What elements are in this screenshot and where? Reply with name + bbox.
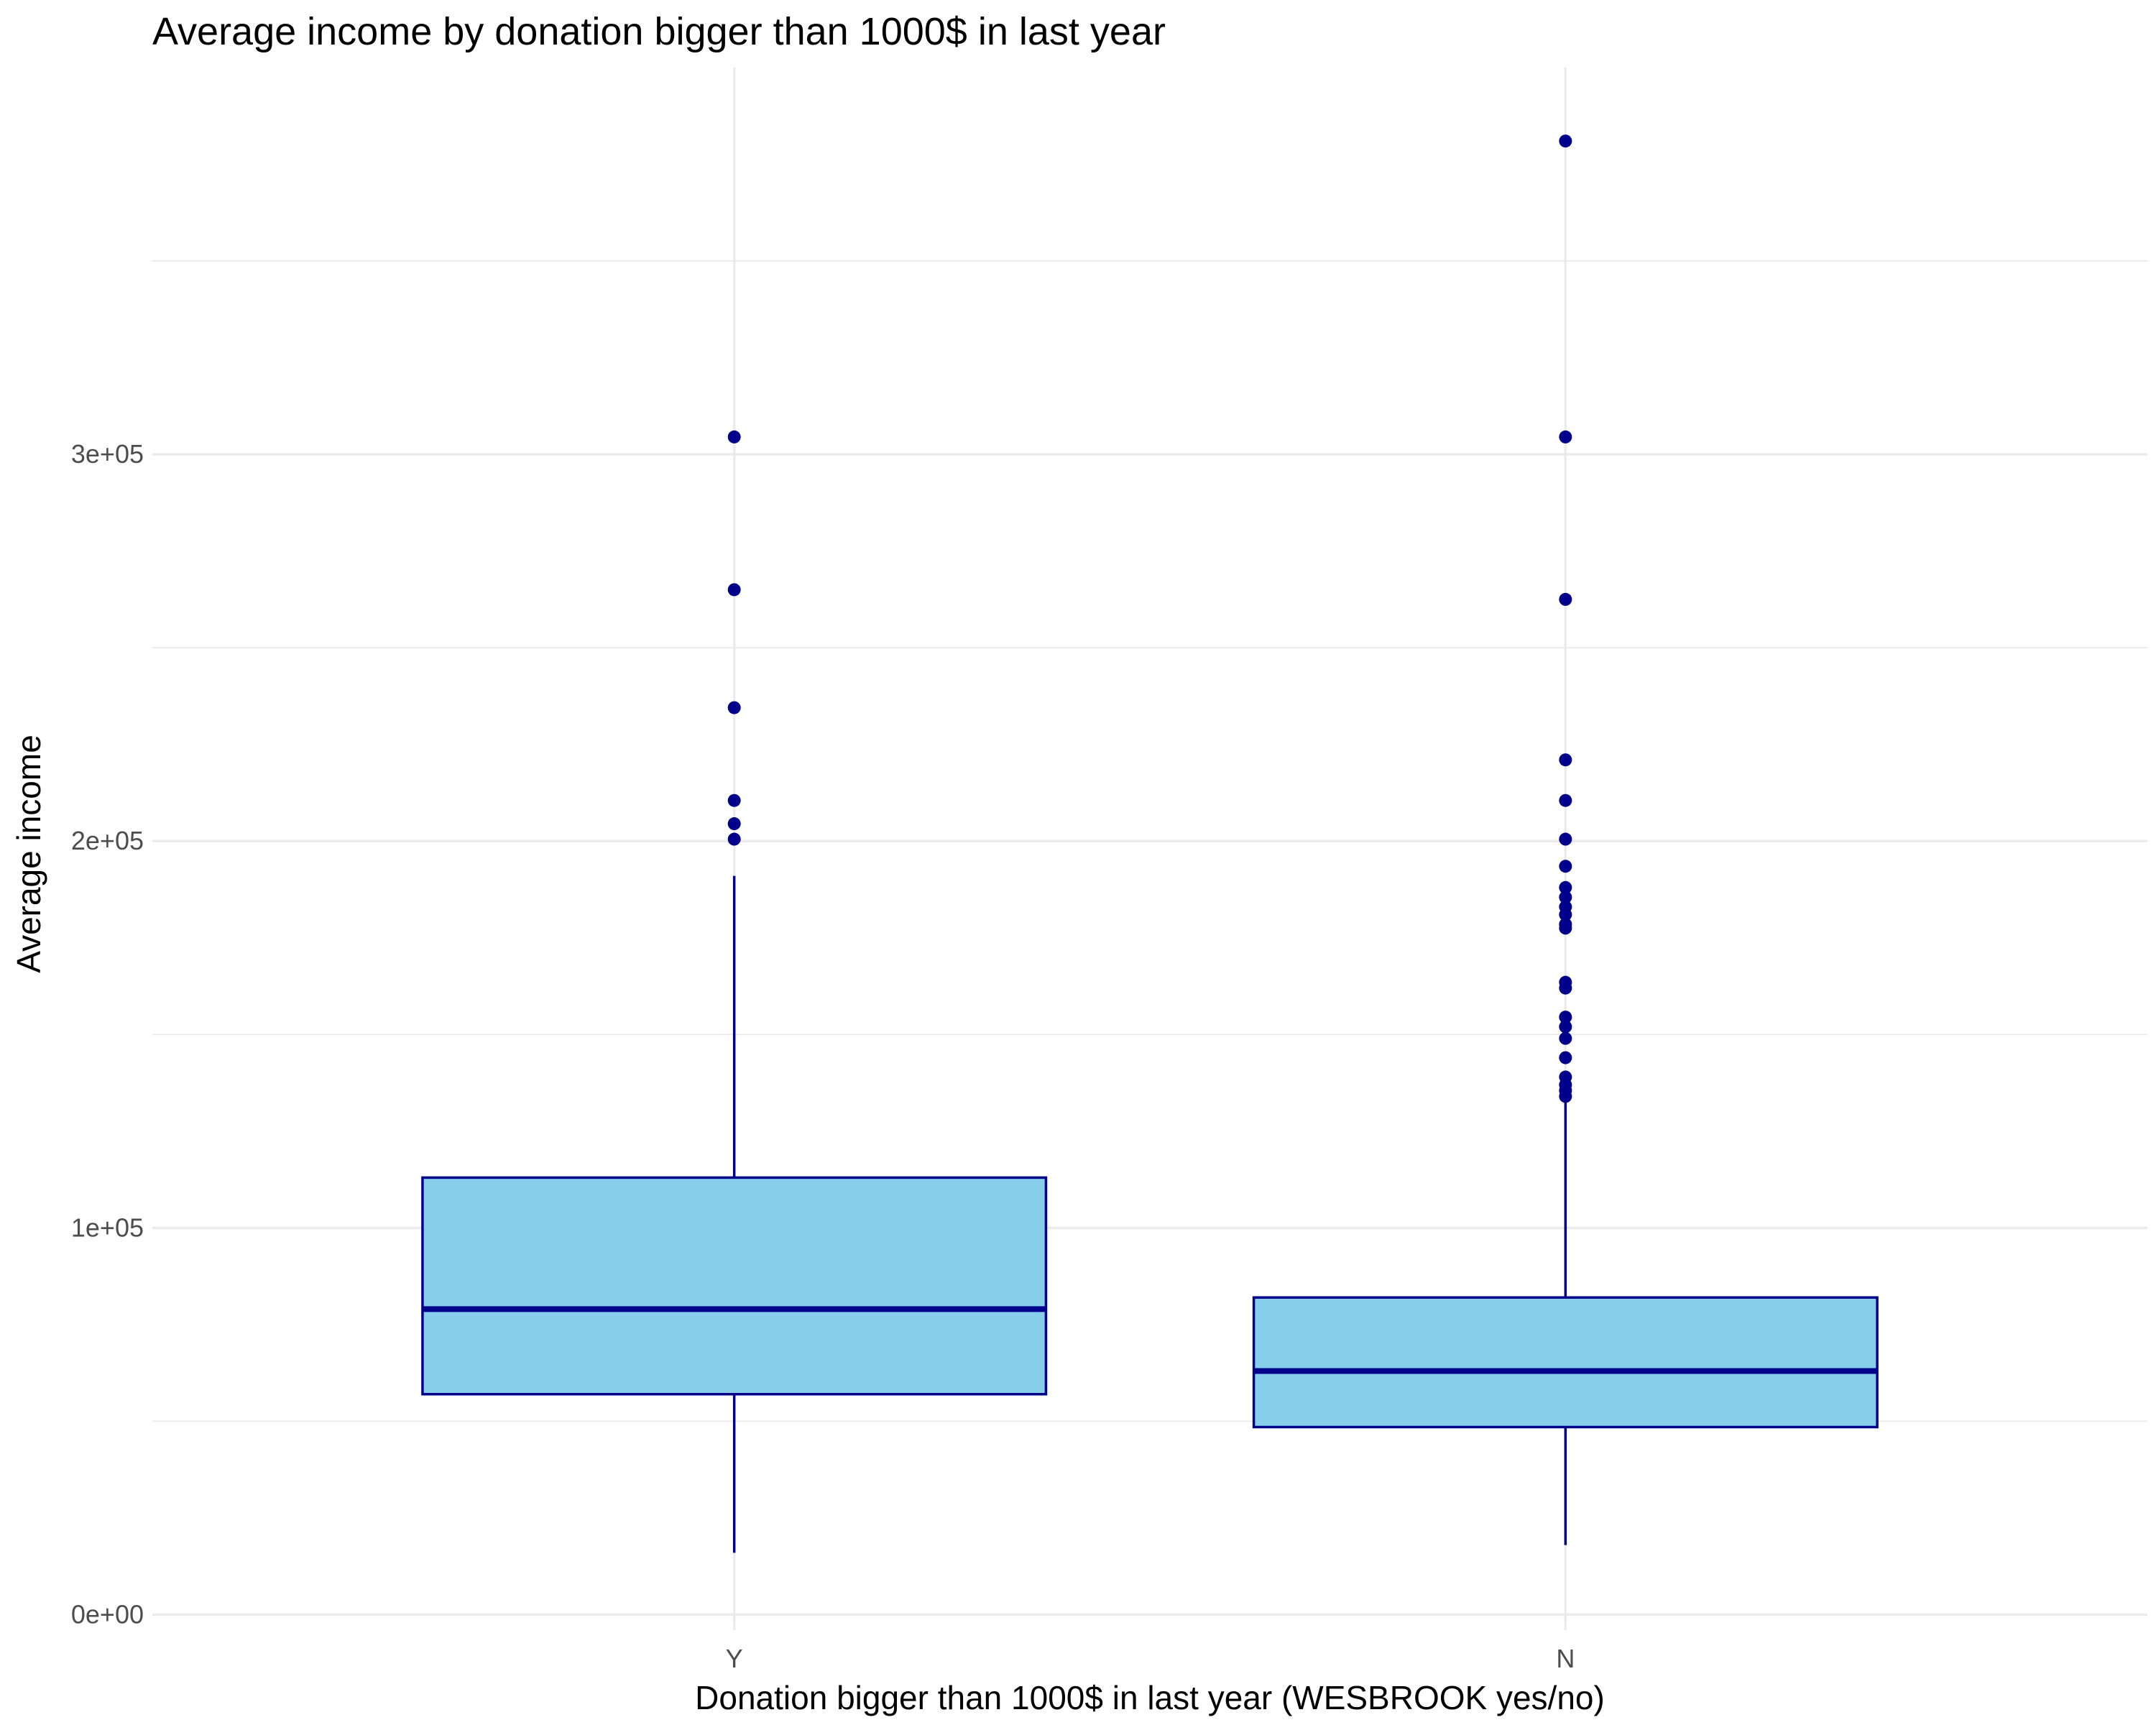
y-tick-label: 2e+05	[71, 826, 144, 855]
outlier-point	[1559, 880, 1572, 894]
y-tick-label: 3e+05	[71, 439, 144, 469]
outlier-point	[727, 832, 741, 846]
y-axis-title: Average income	[10, 735, 47, 973]
chart-title: Average income by donation bigger than 1…	[152, 10, 1166, 53]
box-Y	[421, 430, 1048, 1553]
outlier-point	[1559, 917, 1572, 931]
outlier-point	[1559, 975, 1572, 989]
box-N	[1252, 134, 1879, 1545]
y-tick-label: 1e+05	[71, 1213, 144, 1242]
outlier-point	[1559, 794, 1572, 807]
outlier-point	[727, 817, 741, 831]
outlier-point	[727, 583, 741, 597]
x-tick-label: N	[1556, 1644, 1575, 1673]
outlier-point	[1559, 900, 1572, 914]
outlier-point	[727, 794, 741, 807]
boxes	[421, 134, 1879, 1553]
x-axis-title: Donation bigger than 1000$ in last year …	[695, 1679, 1605, 1716]
outlier-point	[1559, 1051, 1572, 1064]
outlier-point	[1559, 1020, 1572, 1034]
outlier-point	[727, 430, 741, 443]
outlier-point	[727, 701, 741, 714]
iqr-box	[1252, 1296, 1879, 1429]
outlier-point	[1559, 1070, 1572, 1084]
outlier-point	[1559, 592, 1572, 606]
outlier-point	[1559, 430, 1572, 443]
y-axis-ticks: 0e+00 1e+05 2e+05 3e+05	[71, 439, 144, 1629]
outlier-point	[1559, 832, 1572, 846]
outlier-point	[1559, 860, 1572, 873]
y-tick-label: 0e+00	[71, 1599, 144, 1629]
outlier-point	[1559, 1031, 1572, 1045]
x-tick-label: Y	[726, 1644, 743, 1673]
outlier-point	[1559, 1011, 1572, 1024]
iqr-box	[421, 1176, 1048, 1396]
outlier-point	[1559, 753, 1572, 767]
outlier-point	[1559, 134, 1572, 148]
outlier-point	[1559, 891, 1572, 904]
